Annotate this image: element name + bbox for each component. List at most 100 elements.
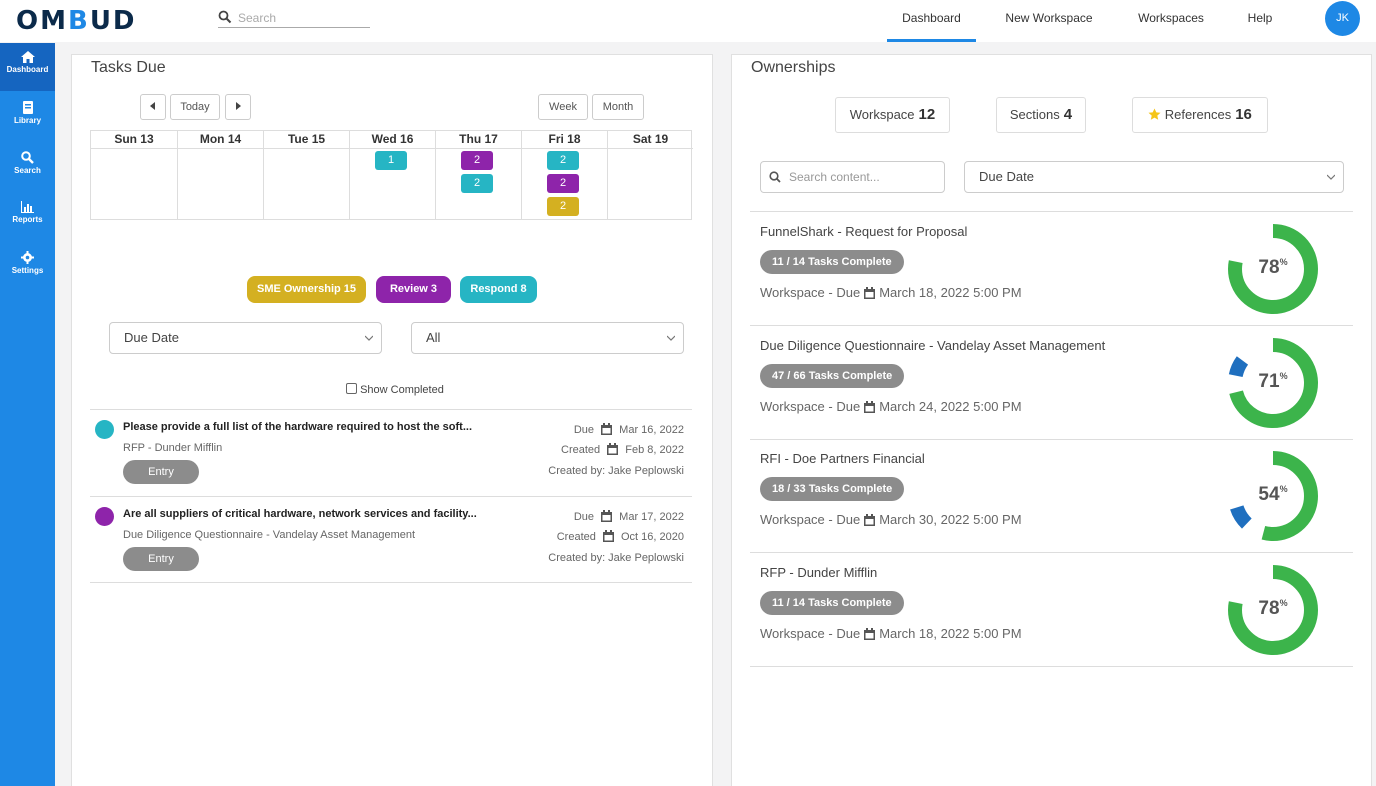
prev-week-button[interactable] bbox=[140, 94, 166, 120]
calendar-day[interactable]: Thu 17 bbox=[435, 131, 521, 219]
arrow-right-icon bbox=[236, 102, 241, 110]
book-icon bbox=[22, 101, 33, 114]
day-header: Sun 13 bbox=[91, 131, 177, 149]
entry-button[interactable]: Entry bbox=[123, 460, 199, 484]
avatar[interactable]: JK bbox=[1325, 1, 1360, 36]
due-prefix: Workspace - Due bbox=[760, 625, 861, 641]
ownership-due: Workspace - Due March 18, 2022 5:00 PM bbox=[760, 285, 1022, 300]
calendar-event[interactable]: 2 bbox=[461, 151, 493, 170]
select-value: Due Date bbox=[124, 330, 179, 345]
calendar-event[interactable]: 2 bbox=[547, 174, 579, 193]
global-search[interactable]: Search bbox=[218, 10, 370, 28]
stat-value: 4 bbox=[1063, 106, 1073, 123]
calendar-event[interactable]: 2 bbox=[461, 174, 493, 193]
task-status-dot bbox=[95, 507, 114, 526]
entry-button[interactable]: Entry bbox=[123, 547, 199, 571]
donut-segment-green bbox=[1228, 224, 1318, 314]
nav-workspaces[interactable]: Workspaces bbox=[1138, 11, 1204, 25]
ownership-title[interactable]: RFP - Dunder Mifflin bbox=[760, 564, 878, 580]
task-created: Created Feb 8, 2022 bbox=[520, 443, 684, 456]
due-date: March 24, 2022 5:00 PM bbox=[879, 398, 1022, 414]
search-placeholder: Search content... bbox=[789, 170, 880, 184]
progress-donut bbox=[1228, 451, 1318, 541]
percent-sign: % bbox=[1279, 484, 1288, 494]
tasks-complete-badge: 18 / 33 Tasks Complete bbox=[760, 477, 905, 501]
calendar-week: Sun 13 Mon 14 Tue 15 Wed 16 Thu 17 Fri 1… bbox=[90, 130, 693, 220]
calendar-day[interactable]: Sun 13 bbox=[91, 131, 177, 219]
select-value: All bbox=[426, 330, 441, 345]
due-date: March 18, 2022 5:00 PM bbox=[879, 285, 1022, 300]
task-due: Due Mar 16, 2022 bbox=[520, 423, 684, 436]
panel-title: Ownerships bbox=[751, 59, 836, 76]
today-button[interactable]: Today bbox=[170, 94, 220, 120]
calendar-event[interactable]: 2 bbox=[547, 197, 579, 216]
week-view-button[interactable]: Week bbox=[538, 94, 588, 120]
progress-percent: 78% bbox=[1227, 598, 1319, 620]
task-created: Created Oct 16, 2020 bbox=[520, 530, 684, 543]
due-prefix: Workspace - Due bbox=[760, 398, 861, 414]
tasks-due-panel: Tasks Due Today Week Month bbox=[71, 54, 713, 786]
arrow-left-icon bbox=[150, 102, 155, 110]
task-title: Are all suppliers of critical hardware, … bbox=[123, 508, 477, 520]
percent-value: 78 bbox=[1258, 257, 1280, 278]
month-view-button[interactable]: Month bbox=[592, 94, 644, 120]
calendar-day[interactable]: Fri 18 bbox=[521, 131, 607, 219]
sidebar-item-reports[interactable]: Reports bbox=[0, 193, 55, 241]
references-stat-button[interactable]: References 16 bbox=[1132, 97, 1268, 133]
due-date: Mar 17, 2022 bbox=[619, 511, 684, 523]
due-prefix: Workspace - Due bbox=[760, 285, 861, 300]
workspace-stat-button[interactable]: Workspace 12 bbox=[835, 97, 950, 133]
tasks-complete-badge: 47 / 66 Tasks Complete bbox=[760, 363, 905, 388]
day-header: Wed 16 bbox=[350, 131, 435, 149]
created-label: Created bbox=[561, 444, 601, 456]
top-bar: OMBUD Search Dashboard New Workspace Wor… bbox=[0, 0, 1376, 42]
sidebar-item-settings[interactable]: Settings bbox=[0, 243, 55, 291]
sidebar-item-search[interactable]: Search bbox=[0, 143, 55, 191]
sidebar-item-library[interactable]: Library bbox=[0, 93, 55, 141]
show-completed-toggle[interactable]: Show Completed bbox=[346, 383, 444, 396]
nav-dashboard[interactable]: Dashboard bbox=[887, 0, 976, 42]
respond-pill[interactable]: Respond 8 bbox=[460, 276, 537, 303]
chart-icon bbox=[21, 201, 34, 213]
stat-value: 12 bbox=[918, 106, 936, 123]
divider bbox=[90, 582, 692, 583]
tasks-sort-select[interactable]: Due Date bbox=[109, 322, 382, 354]
progress-percent: 78% bbox=[1227, 257, 1319, 279]
calendar-icon bbox=[864, 287, 876, 299]
calendar-day[interactable]: Wed 16 bbox=[349, 131, 435, 219]
tasks-filter-select[interactable]: All bbox=[411, 322, 684, 354]
ownership-due: Workspace - Due March 18, 2022 5:00 PM bbox=[760, 626, 1022, 641]
chevron-down-icon bbox=[1327, 174, 1335, 180]
day-header: Fri 18 bbox=[522, 131, 607, 149]
content-search-input[interactable]: Search content... bbox=[760, 161, 945, 193]
progress-percent: 54% bbox=[1227, 484, 1319, 506]
tasks-complete-badge: 11 / 14 Tasks Complete bbox=[760, 590, 904, 615]
progress-donut bbox=[1228, 224, 1318, 314]
calendar-icon bbox=[864, 627, 876, 640]
search-icon bbox=[218, 10, 232, 24]
day-header: Sat 19 bbox=[608, 131, 693, 149]
sidebar-item-dashboard[interactable]: Dashboard bbox=[0, 43, 55, 91]
review-pill[interactable]: Review 3 bbox=[376, 276, 451, 303]
sme-ownership-pill[interactable]: SME Ownership 15 bbox=[247, 276, 366, 303]
calendar-icon bbox=[607, 443, 619, 455]
nav-new-workspace[interactable]: New Workspace bbox=[1005, 11, 1093, 25]
ownerships-sort-select[interactable]: Due Date bbox=[964, 161, 1344, 193]
task-subtitle: RFP - Dunder Mifflin bbox=[123, 442, 223, 454]
due-prefix: Workspace - Due bbox=[760, 512, 861, 527]
sections-stat-button[interactable]: Sections 4 bbox=[996, 97, 1086, 133]
ownership-title[interactable]: Due Diligence Questionnaire - Vandelay A… bbox=[760, 337, 1106, 353]
show-completed-checkbox[interactable] bbox=[346, 383, 357, 394]
ownership-title[interactable]: RFI - Doe Partners Financial bbox=[760, 451, 925, 466]
next-week-button[interactable] bbox=[225, 94, 251, 120]
calendar-event[interactable]: 1 bbox=[375, 151, 407, 170]
divider bbox=[750, 665, 1353, 667]
calendar-event[interactable]: 2 bbox=[547, 151, 579, 170]
nav-help[interactable]: Help bbox=[1247, 11, 1273, 25]
day-header: Thu 17 bbox=[436, 131, 521, 149]
calendar-day[interactable]: Sat 19 bbox=[607, 131, 693, 219]
logo[interactable]: OMBUD bbox=[16, 6, 137, 36]
calendar-day[interactable]: Mon 14 bbox=[177, 131, 263, 219]
ownership-title[interactable]: FunnelShark - Request for Proposal bbox=[760, 224, 968, 239]
calendar-day[interactable]: Tue 15 bbox=[263, 131, 349, 219]
